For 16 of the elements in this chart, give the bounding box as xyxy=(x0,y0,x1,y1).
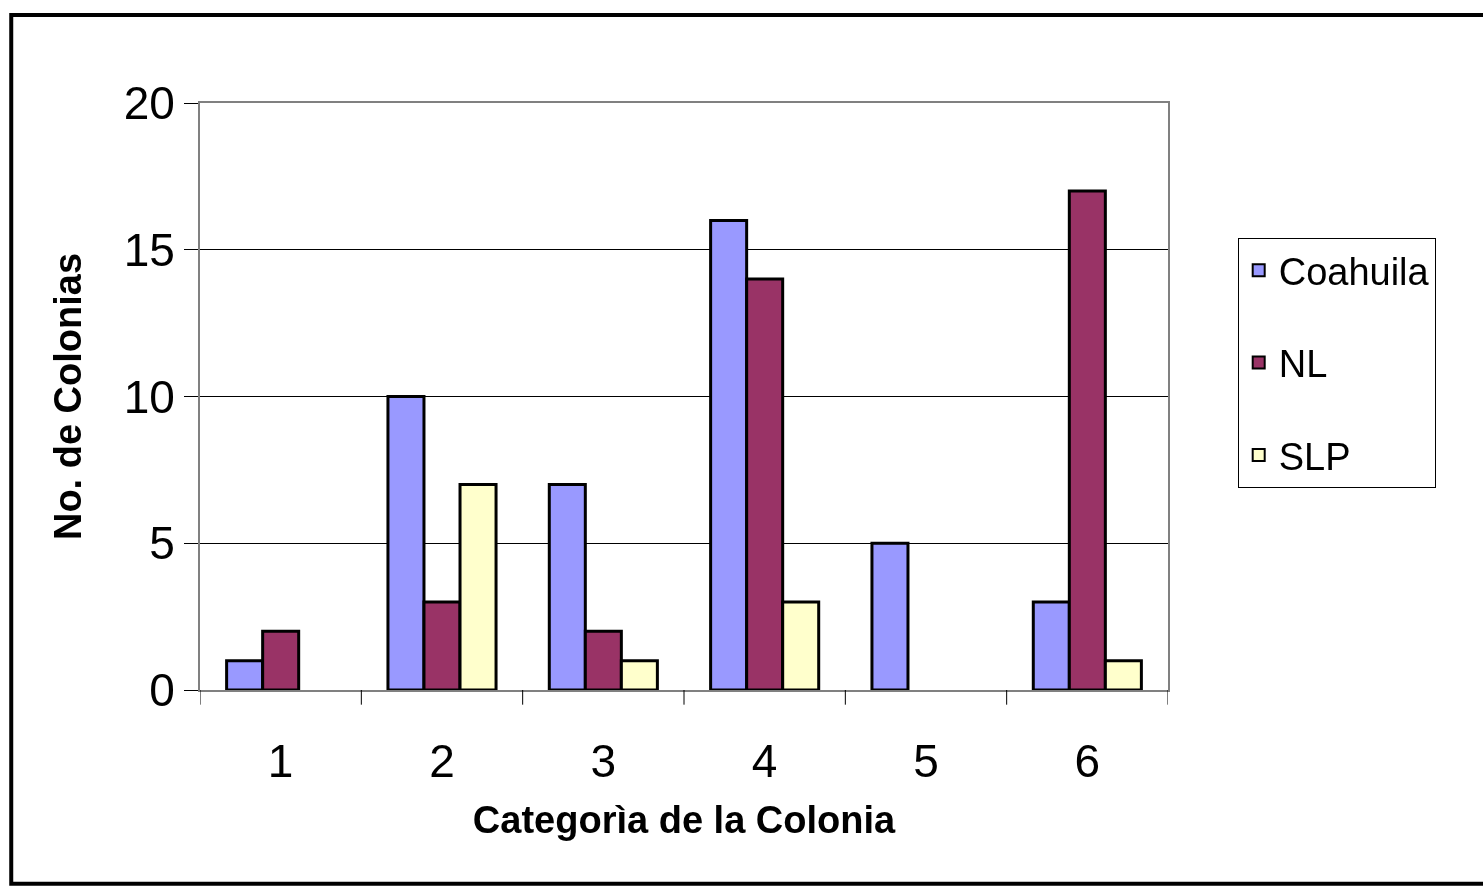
x-tick-label: 3 xyxy=(590,735,617,788)
x-axis-title: Categorìa de la Colonia xyxy=(472,798,897,841)
y-tick-label: 5 xyxy=(149,517,175,570)
x-tick-label: 6 xyxy=(1074,735,1101,788)
x-tick-label: 2 xyxy=(429,735,455,788)
y-tick-label: 15 xyxy=(123,223,175,276)
legend-label: Coahuila xyxy=(1278,251,1430,294)
legend-label: SLP xyxy=(1278,435,1351,478)
y-tick-label: 0 xyxy=(149,664,175,717)
legend-label: NL xyxy=(1278,343,1328,386)
x-tick-label: 4 xyxy=(751,735,778,788)
y-tick-label: 20 xyxy=(123,77,175,130)
y-tick-label: 10 xyxy=(123,370,175,423)
x-tick-label: 1 xyxy=(267,735,294,788)
y-axis-title: No. de Colonias xyxy=(47,252,90,541)
x-tick-label: 5 xyxy=(913,735,939,788)
